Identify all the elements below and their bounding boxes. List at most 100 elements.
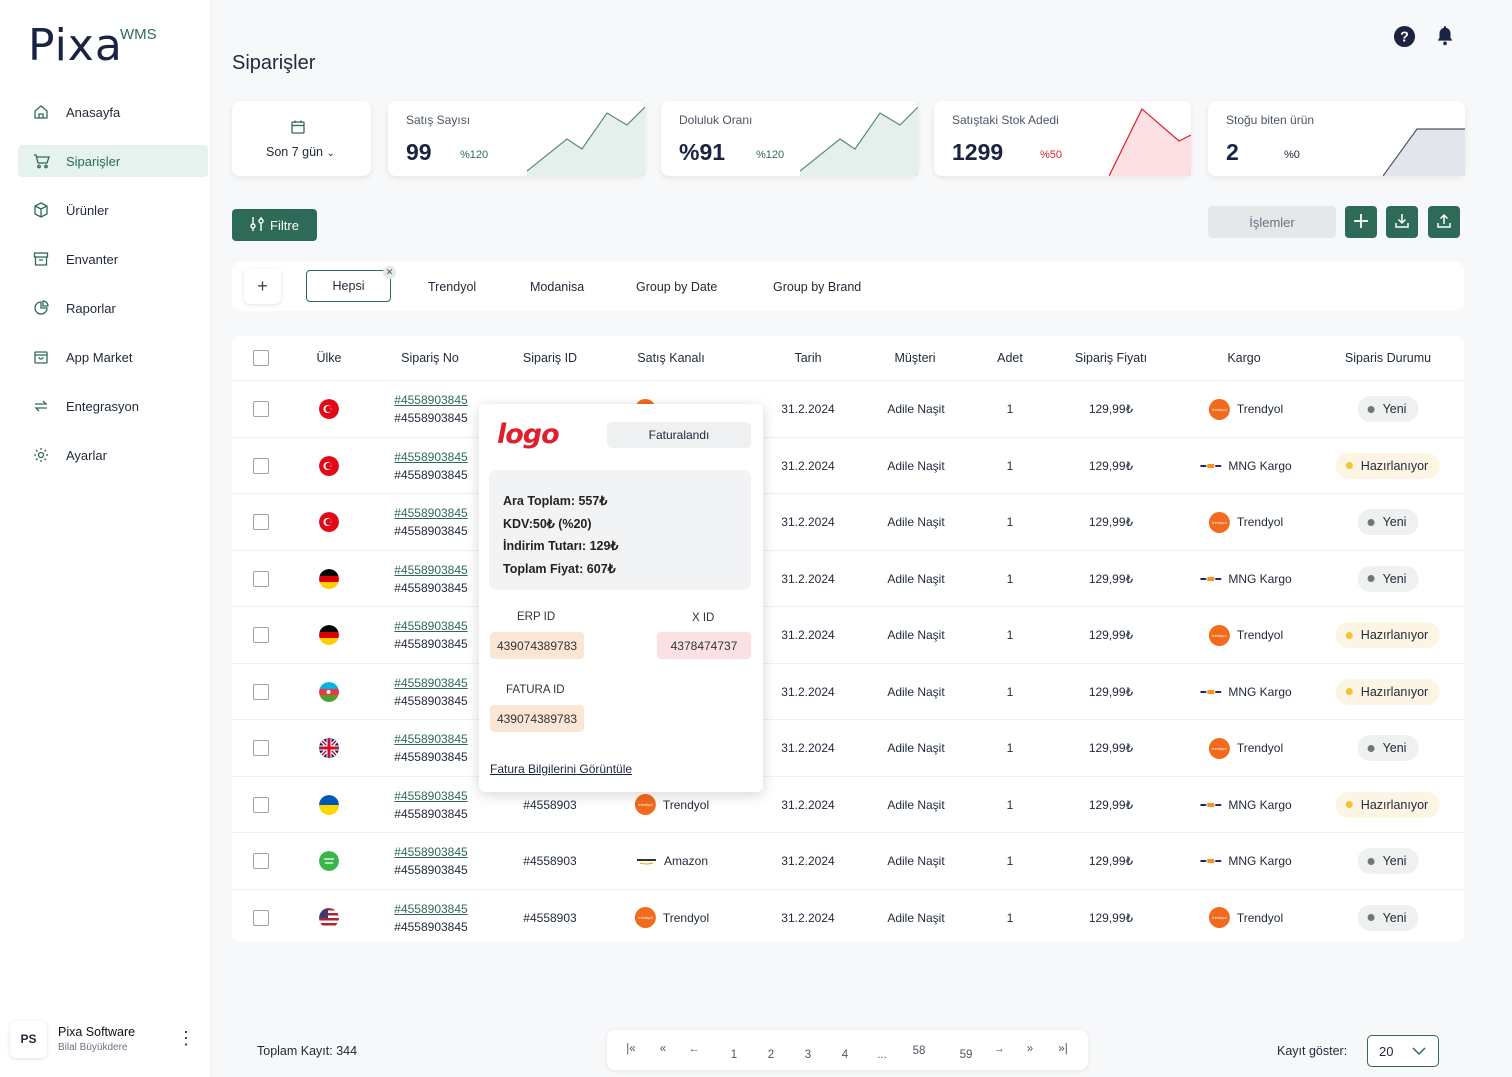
cargo: trendyol Trendyol — [1208, 607, 1283, 663]
order-number-text: #4558903845 — [394, 524, 468, 538]
table-row[interactable]: #4558903845#4558903845#4558903trendyolTr… — [232, 719, 1464, 776]
column-header[interactable]: Adet — [997, 351, 1023, 365]
tab-group-by-brand[interactable]: Group by Brand — [773, 279, 862, 294]
row-checkbox[interactable] — [253, 551, 269, 607]
status-badge[interactable]: Hazırlanıyor — [1335, 438, 1441, 494]
order-link[interactable]: #4558903845 — [394, 788, 468, 803]
add-button[interactable] — [1345, 206, 1377, 238]
x-id-value[interactable]: 4378474737 — [657, 632, 751, 659]
add-tab-button[interactable]: + — [244, 269, 281, 304]
sidebar-item-anasayfa[interactable]: Anasayfa — [18, 96, 208, 128]
page-58[interactable]: 58 — [912, 1045, 926, 1057]
select-all-checkbox[interactable] — [253, 336, 269, 380]
double-chevron-right-icon[interactable]: » — [1026, 1043, 1034, 1055]
table-row[interactable]: #4558903845 #4558903845 #4558903 Amazon 31.2… — [232, 832, 1464, 889]
status-label: Yeni — [1382, 910, 1407, 925]
column-header[interactable]: Sipariş No — [401, 351, 459, 365]
table-row[interactable]: #4558903845#4558903845#4558903trendyolTr… — [232, 662, 1464, 720]
status-badge[interactable]: Hazırlanıyor — [1335, 664, 1441, 720]
page-4[interactable]: 4 — [841, 1049, 849, 1061]
column-header[interactable]: Siparis Durumu — [1344, 351, 1432, 365]
filter-button[interactable]: Filtre — [232, 209, 317, 241]
upload-button[interactable] — [1428, 206, 1460, 238]
tab-modanisa[interactable]: Modanisa — [530, 279, 585, 294]
row-checkbox[interactable] — [253, 720, 269, 776]
table-row[interactable]: #4558903845#4558903845#4558903trendyolTr… — [232, 493, 1464, 550]
column-header[interactable]: Müşteri — [894, 351, 936, 365]
sidebar-item-ayarlar[interactable]: Ayarlar — [18, 439, 208, 471]
row-checkbox[interactable] — [253, 494, 269, 550]
status-badge[interactable]: Yeni — [1357, 381, 1419, 437]
column-header[interactable]: Sipariş Fiyatı — [1074, 351, 1148, 365]
double-chevron-left-icon[interactable]: « — [659, 1043, 667, 1055]
order-link[interactable]: #4558903845 — [394, 675, 468, 690]
table-row[interactable]: #4558903845#4558903845#4558903trendyolTr… — [232, 436, 1464, 494]
last-page-icon[interactable]: »| — [1058, 1043, 1068, 1055]
app-logo[interactable]: Pixa WMS — [28, 20, 157, 71]
help-icon[interactable]: ? — [1393, 25, 1416, 51]
close-icon[interactable]: ✕ — [383, 266, 396, 279]
table-row[interactable]: #4558903845#4558903845#4558903trendyolTr… — [232, 606, 1464, 663]
more-vertical-icon[interactable]: ⋮ — [177, 1028, 195, 1048]
arrow-right-icon[interactable]: → — [993, 1043, 1005, 1055]
fatura-id-value[interactable]: 439074389783 — [490, 705, 584, 732]
table-row[interactable]: #4558903845#4558903845#4558903trendyolTr… — [232, 549, 1464, 607]
order-number: #4558903845 #4558903845 — [394, 664, 467, 720]
status-badge[interactable]: Yeni — [1357, 833, 1419, 889]
row-checkbox[interactable] — [253, 664, 269, 720]
status-badge[interactable]: Hazırlanıyor — [1335, 777, 1441, 833]
page-2[interactable]: 2 — [767, 1049, 775, 1061]
first-page-icon[interactable]: |« — [626, 1043, 636, 1055]
order-link[interactable]: #4558903845 — [394, 619, 468, 633]
date-range-selector[interactable]: Son 7 gün ⌄ — [232, 101, 371, 176]
status-badge[interactable]: Yeni — [1357, 551, 1419, 607]
order-link[interactable]: #4558903845 — [394, 845, 468, 859]
column-header[interactable]: Sipariş ID — [522, 351, 578, 365]
status-badge[interactable]: Yeni — [1357, 890, 1419, 946]
status-badge[interactable]: Yeni — [1357, 494, 1419, 550]
order-date: 31.2.2024 — [781, 910, 835, 925]
page-1[interactable]: 1 — [730, 1049, 738, 1061]
status-badge[interactable]: Hazırlanıyor — [1335, 607, 1441, 663]
table-row[interactable]: #4558903845#4558903845#4558903trendyolTr… — [232, 380, 1464, 437]
order-link[interactable]: #4558903845 — [394, 506, 468, 520]
column-header[interactable]: Ülke — [316, 351, 342, 365]
stat-value: 2 — [1226, 139, 1239, 165]
user-profile[interactable]: PS Pixa Software Bilal Büyükdere ⋮ — [10, 1016, 205, 1062]
sidebar-item-ürünler[interactable]: Ürünler — [18, 194, 208, 226]
tab-trendyol[interactable]: Trendyol — [428, 279, 477, 294]
tab-group-by-date[interactable]: Group by Date — [636, 279, 718, 294]
sidebar-item-entegrasyon[interactable]: Entegrasyon — [18, 390, 208, 422]
order-link[interactable]: #4558903845 — [394, 393, 468, 407]
order-link[interactable]: #4558903845 — [394, 449, 468, 464]
order-link[interactable]: #4558903845 — [394, 901, 468, 916]
row-checkbox[interactable] — [253, 890, 269, 946]
status-badge[interactable]: Yeni — [1357, 720, 1419, 776]
arrow-left-icon[interactable]: ← — [688, 1043, 700, 1055]
sidebar-item-siparişler[interactable]: Siparişler — [18, 145, 208, 177]
erp-id-value[interactable]: 439074389783 — [490, 632, 584, 659]
view-invoice-link[interactable]: Fatura Bilgilerini Görüntüle — [490, 762, 633, 776]
row-checkbox[interactable] — [253, 777, 269, 833]
order-link[interactable]: #4558903845 — [394, 732, 468, 746]
actions-button[interactable]: İşlemler — [1208, 206, 1336, 238]
page-3[interactable]: 3 — [804, 1049, 812, 1061]
sidebar-item-raporlar[interactable]: Raporlar — [18, 292, 208, 324]
order-link[interactable]: #4558903845 — [394, 562, 468, 577]
tab-hepsi[interactable]: Hepsi — [306, 270, 391, 302]
sidebar-item-app-market[interactable]: App Market — [18, 341, 208, 373]
download-button[interactable] — [1386, 206, 1418, 238]
bell-icon[interactable] — [1434, 25, 1456, 51]
row-checkbox[interactable] — [253, 438, 269, 494]
row-checkbox[interactable] — [253, 381, 269, 437]
sidebar-item-envanter[interactable]: Envanter — [18, 243, 208, 275]
column-header[interactable]: Kargo — [1227, 351, 1261, 365]
row-checkbox[interactable] — [253, 833, 269, 889]
column-header[interactable]: Satış Kanalı — [637, 351, 705, 365]
page-59[interactable]: 59 — [959, 1049, 973, 1061]
row-checkbox[interactable] — [253, 607, 269, 663]
column-header[interactable]: Tarih — [794, 351, 822, 365]
page-size-select[interactable]: 20 — [1367, 1035, 1439, 1067]
